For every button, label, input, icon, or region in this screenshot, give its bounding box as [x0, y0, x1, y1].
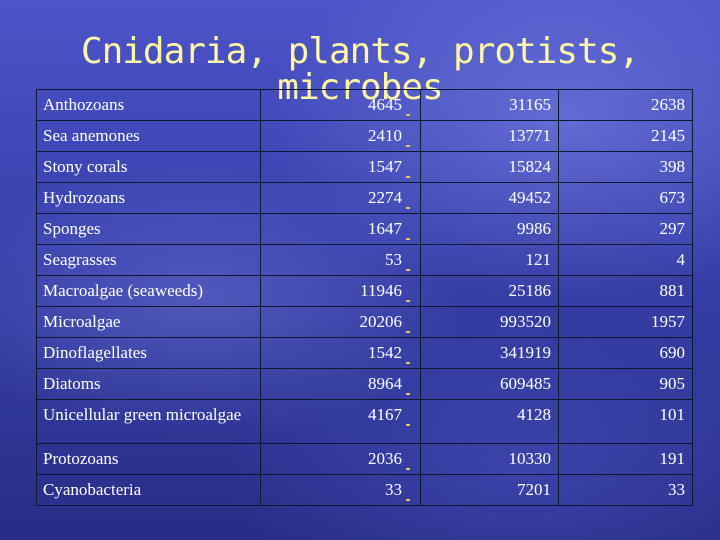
table-row: Macroalgae (seaweeds) 11946 25186 881	[36, 275, 693, 307]
table-row: Sponges 1647 9986 297	[36, 213, 693, 245]
data-table: Anthozoans 4645 31165 2638 Sea anemones …	[36, 89, 693, 506]
col1-cell: 2410	[260, 120, 421, 152]
table-row: Protozoans 2036 10330 191	[36, 443, 693, 475]
col2-cell: 15824	[420, 151, 559, 183]
row-name: Microalgae	[36, 306, 261, 338]
col1-cell: 2036	[260, 443, 421, 475]
col2-cell: 609485	[420, 368, 559, 400]
col1-cell: 8964	[260, 368, 421, 400]
col3-cell: 297	[558, 213, 693, 245]
table-row: Dinoflagellates 1542 341919 690	[36, 337, 693, 369]
table-row: Stony corals 1547 15824 398	[36, 151, 693, 183]
col3-cell: 101	[558, 399, 693, 444]
col2-cell: 13771	[420, 120, 559, 152]
col3-cell: 905	[558, 368, 693, 400]
row-name: Unicellular green microalgae	[36, 399, 261, 444]
col3-cell: 191	[558, 443, 693, 475]
row-name: Macroalgae (seaweeds)	[36, 275, 261, 307]
col2-cell: 9986	[420, 213, 559, 245]
col2-cell: 31165	[420, 89, 559, 121]
col1-cell: 4167	[260, 399, 421, 444]
row-name: Protozoans	[36, 443, 261, 475]
col2-cell: 25186	[420, 275, 559, 307]
col3-cell: 398	[558, 151, 693, 183]
col1-cell: 1647	[260, 213, 421, 245]
table-row: Hydrozoans 2274 49452 673	[36, 182, 693, 214]
col3-cell: 33	[558, 474, 693, 506]
row-name: Cyanobacteria	[36, 474, 261, 506]
table-row: Diatoms 8964 609485 905	[36, 368, 693, 400]
table-row: Unicellular green microalgae 4167 4128 1…	[36, 399, 693, 444]
row-name: Diatoms	[36, 368, 261, 400]
col3-cell: 690	[558, 337, 693, 369]
col3-cell: 881	[558, 275, 693, 307]
row-name: Stony corals	[36, 151, 261, 183]
col3-cell: 2145	[558, 120, 693, 152]
row-name: Sea anemones	[36, 120, 261, 152]
col1-cell: 53	[260, 244, 421, 276]
table-row: Seagrasses 53 121 4	[36, 244, 693, 276]
col2-cell: 7201	[420, 474, 559, 506]
col1-cell: 4645	[260, 89, 421, 121]
col1-cell: 1547	[260, 151, 421, 183]
row-name: Dinoflagellates	[36, 337, 261, 369]
col3-cell: 2638	[558, 89, 693, 121]
col1-cell: 11946	[260, 275, 421, 307]
col3-cell: 1957	[558, 306, 693, 338]
col1-cell: 2274	[260, 182, 421, 214]
table-row: Anthozoans 4645 31165 2638	[36, 89, 693, 121]
row-name: Seagrasses	[36, 244, 261, 276]
col3-cell: 4	[558, 244, 693, 276]
col2-cell: 49452	[420, 182, 559, 214]
col2-cell: 4128	[420, 399, 559, 444]
col1-cell: 1542	[260, 337, 421, 369]
col2-cell: 10330	[420, 443, 559, 475]
slide-title: Cnidaria, plants, protists, microbes	[80, 31, 640, 108]
col1-cell: 20206	[260, 306, 421, 338]
row-name: Sponges	[36, 213, 261, 245]
col2-cell: 341919	[420, 337, 559, 369]
table-row: Microalgae 20206 993520 1957	[36, 306, 693, 338]
col3-cell: 673	[558, 182, 693, 214]
col1-cell: 33	[260, 474, 421, 506]
table-row: Sea anemones 2410 13771 2145	[36, 120, 693, 152]
row-name: Hydrozoans	[36, 182, 261, 214]
col2-cell: 993520	[420, 306, 559, 338]
table-row: Cyanobacteria 33 7201 33	[36, 474, 693, 506]
row-name: Anthozoans	[36, 89, 261, 121]
col2-cell: 121	[420, 244, 559, 276]
